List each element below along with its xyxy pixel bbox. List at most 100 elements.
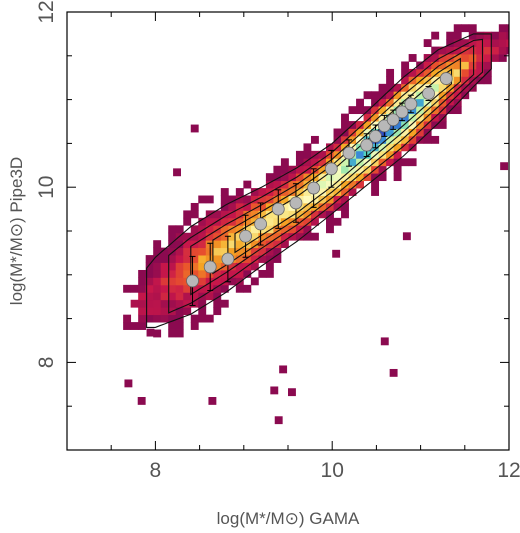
- density-cell: [258, 255, 267, 263]
- density-cell: [393, 150, 402, 159]
- density-cell: [153, 240, 162, 249]
- density-cell: [438, 113, 447, 122]
- density-cell: [138, 269, 147, 278]
- density-cell: [423, 61, 432, 70]
- density-cell: [371, 173, 380, 182]
- density-cell: [401, 128, 410, 137]
- density-cell: [356, 121, 364, 129]
- median-point: [404, 97, 418, 111]
- density-cell: [183, 232, 192, 241]
- density-cell: [258, 240, 267, 249]
- density-cell: [401, 113, 410, 122]
- density-cell: [333, 135, 342, 144]
- density-cell: [416, 76, 425, 85]
- density-cell: [446, 54, 455, 62]
- density-cell: [341, 113, 349, 122]
- density-cell: [213, 284, 222, 293]
- binned-medians: [186, 72, 453, 306]
- density-cell: [446, 68, 455, 77]
- density-cell: [243, 180, 252, 189]
- density-cell: [416, 113, 425, 122]
- density-cell: [431, 46, 440, 55]
- density-cell: [461, 54, 470, 62]
- density-cell: [408, 158, 417, 167]
- density-cell: [213, 292, 222, 301]
- density-cell: [243, 210, 252, 219]
- x-tick-label: 12: [497, 459, 520, 482]
- density-cell: [453, 46, 462, 55]
- density-cell: [423, 128, 432, 137]
- density-cell: [295, 158, 304, 167]
- density-cell: [506, 46, 509, 55]
- density-cell: [326, 158, 334, 167]
- density-cell: [341, 210, 349, 219]
- density-cell: [243, 284, 252, 293]
- density-cell: [153, 299, 162, 308]
- density-cell: [341, 202, 349, 211]
- median-point: [377, 119, 391, 133]
- median-point: [307, 181, 321, 195]
- density-cell: [386, 143, 395, 152]
- density-cell: [371, 98, 380, 107]
- density-cell: [258, 247, 267, 256]
- density-cell: [341, 180, 349, 189]
- density-cell: [423, 135, 432, 144]
- density-cell: [208, 397, 217, 405]
- density-cell: [175, 269, 184, 278]
- density-cell: [491, 46, 500, 55]
- density-cell: [160, 284, 169, 293]
- density-cell: [190, 225, 199, 234]
- density-cell: [273, 255, 282, 263]
- density-cell: [205, 232, 214, 241]
- x-tick-label: 10: [321, 459, 344, 482]
- density-cell: [461, 39, 470, 48]
- density-cell: [393, 128, 402, 137]
- density-cell: [295, 225, 304, 234]
- density-cell: [393, 143, 402, 152]
- density-cell: [280, 232, 289, 241]
- density-cell: [476, 39, 485, 48]
- density-cell: [198, 232, 207, 241]
- density-cell: [386, 128, 395, 137]
- median-point: [271, 202, 285, 216]
- density-cell: [273, 247, 282, 256]
- density-cell: [363, 106, 372, 115]
- density-cell: [198, 277, 207, 286]
- density-cell: [310, 210, 319, 219]
- density-cell: [265, 217, 274, 226]
- density-cell: [498, 31, 507, 40]
- density-cell: [453, 24, 462, 33]
- density-cell: [378, 143, 387, 152]
- density-cell: [228, 277, 237, 286]
- density-cell: [190, 322, 199, 330]
- density-cell: [363, 165, 372, 174]
- density-cell: [243, 255, 252, 263]
- density-cell: [265, 247, 274, 256]
- density-cell: [183, 299, 192, 308]
- density-cell: [280, 195, 289, 204]
- density-cell: [137, 397, 146, 405]
- density-cell: [198, 284, 207, 293]
- density-cell: [270, 386, 279, 395]
- density-cell: [145, 262, 154, 271]
- density-cell: [160, 262, 169, 271]
- density-cell: [326, 180, 334, 189]
- density-cell: [220, 240, 229, 249]
- density-cell: [476, 31, 485, 40]
- density-cell: [491, 31, 500, 40]
- density-cell: [491, 54, 500, 62]
- density-cell: [168, 277, 177, 286]
- density-cell: [183, 307, 192, 316]
- density-cell: [145, 255, 154, 263]
- density-cell: [498, 24, 507, 33]
- density-cell: [295, 173, 304, 182]
- density-cell: [183, 247, 192, 256]
- density-cell: [332, 249, 341, 258]
- density-cell: [273, 217, 282, 226]
- density-cell: [228, 247, 237, 256]
- density-cell: [333, 202, 342, 211]
- density-cell: [243, 202, 252, 211]
- density-cell: [213, 210, 222, 219]
- density-cell: [265, 225, 274, 234]
- density-cell: [303, 150, 312, 159]
